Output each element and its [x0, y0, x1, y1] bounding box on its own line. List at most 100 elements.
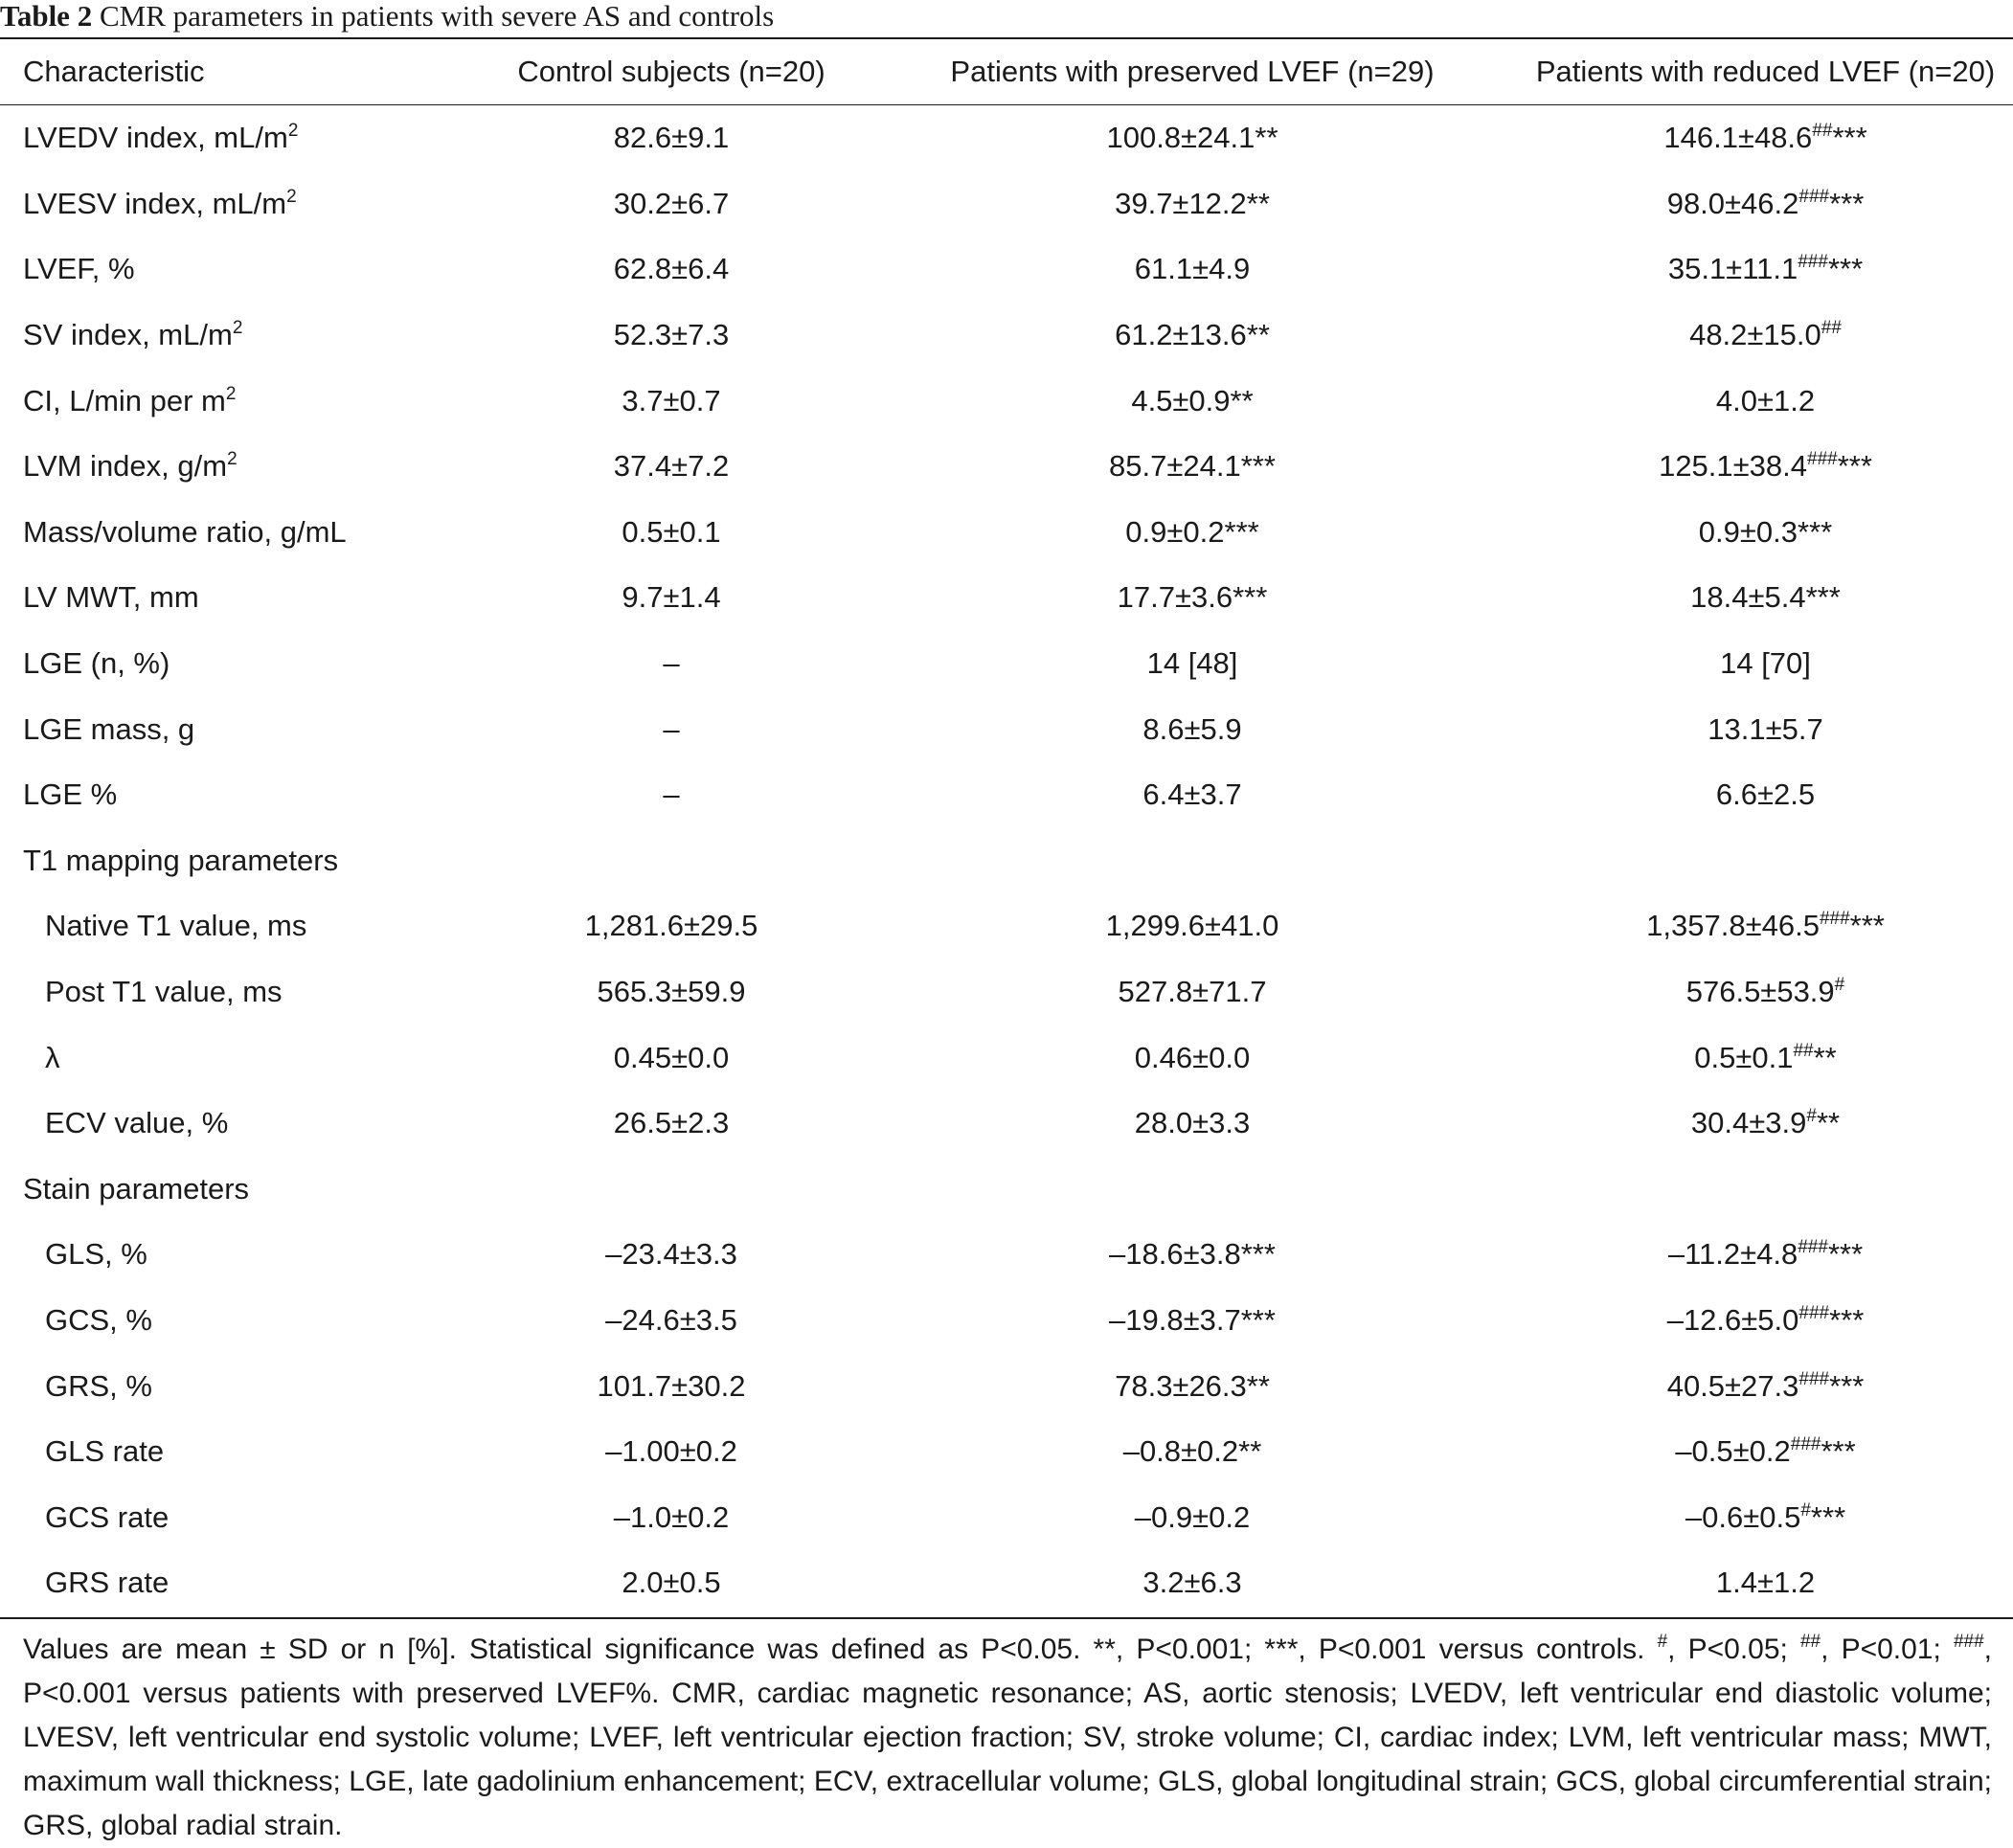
cell-value: 3.2±6.3 [1142, 1566, 1242, 1600]
significance-superscript: # [1834, 975, 1845, 996]
cell-value: – [663, 711, 680, 746]
control-value-cell: 0.45±0.0 [476, 1025, 867, 1091]
characteristic-label: LVESV index, mL/m [23, 186, 287, 220]
significance-superscript: # [1806, 1106, 1817, 1127]
cell-value: 17.7±3.6*** [1117, 580, 1268, 615]
significance-suffix: *** [1821, 1434, 1856, 1469]
footnote-text: , P<0.001 versus patients with preserved… [23, 1634, 1992, 1841]
preserved-lvef-value-cell: 39.7±12.2** [867, 171, 1518, 237]
characteristic-label: ECV value, % [45, 1106, 229, 1140]
reduced-lvef-value-cell: 0.5±0.1##** [1518, 1025, 2013, 1091]
column-header-control: Control subjects (n=20) [476, 39, 867, 105]
control-value-cell: –24.6±3.5 [476, 1288, 867, 1354]
table-header-row: Characteristic Control subjects (n=20) P… [0, 39, 2013, 105]
preserved-lvef-value-cell: –19.8±3.7*** [867, 1288, 1518, 1354]
preserved-lvef-value-cell: –0.8±0.2** [867, 1419, 1518, 1485]
characteristic-label: GLS, % [45, 1237, 147, 1272]
characteristic-cell: LGE (n, %) [0, 631, 476, 697]
reduced-lvef-value-cell [1518, 828, 2013, 894]
cell-value: –1.00±0.2 [605, 1434, 737, 1469]
reduced-lvef-value-cell: 4.0±1.2 [1518, 368, 2013, 434]
characteristic-cell: SV index, mL/m2 [0, 303, 476, 369]
control-value-cell: 62.8±6.4 [476, 237, 867, 303]
cell-value: 37.4±7.2 [613, 449, 730, 484]
characteristic-label: Native T1 value, ms [45, 909, 307, 943]
characteristic-label: LGE mass, g [23, 711, 195, 746]
cell-value: 78.3±26.3** [1115, 1368, 1270, 1403]
table-row: LGE % – 6.4±3.7 6.6±2.5 [0, 762, 2013, 828]
significance-superscript: # [1800, 1499, 1811, 1521]
cell-value: 14 [70] [1720, 646, 1811, 681]
control-value-cell: 101.7±30.2 [476, 1353, 867, 1419]
footnote-symbol: ### [1953, 1632, 1984, 1652]
cell-value: 0.46±0.0 [1134, 1040, 1251, 1074]
table-row: LGE mass, g – 8.6±5.9 13.1±5.7 [0, 696, 2013, 762]
cell-value: –0.9±0.2 [1134, 1499, 1251, 1534]
significance-superscript: ## [1793, 1040, 1814, 1061]
significance-superscript: ## [1821, 318, 1842, 339]
preserved-lvef-value-cell: 0.9±0.2*** [867, 500, 1518, 566]
preserved-lvef-value-cell: 527.8±71.7 [867, 959, 1518, 1025]
footnote-text: , P<0.01; [1821, 1634, 1954, 1665]
table-row: LVEDV index, mL/m2 82.6±9.1 100.8±24.1** 14… [0, 105, 2013, 171]
cell-value: 125.1±38.4 [1659, 449, 1808, 484]
table-row: LVESV index, mL/m2 30.2±6.7 39.7±12.2** 98.… [0, 171, 2013, 237]
cell-value: 527.8±71.7 [1118, 975, 1267, 1009]
table-row: Mass/volume ratio, g/mL 0.5±0.1 0.9±0.2***… [0, 500, 2013, 566]
reduced-lvef-value-cell: –0.5±0.2###*** [1518, 1419, 2013, 1485]
cell-value: –23.4±3.3 [605, 1237, 737, 1272]
table-row: ECV value, % 26.5±2.3 28.0±3.3 30.4±3.9#** [0, 1091, 2013, 1157]
preserved-lvef-value-cell: 8.6±5.9 [867, 696, 1518, 762]
footnote-text: Values are mean ± SD or n [%]. Statistic… [23, 1634, 1658, 1665]
cell-value: 30.2±6.7 [613, 186, 730, 220]
table-row: λ 0.45±0.0 0.46±0.0 0.5±0.1##** [0, 1025, 2013, 1091]
control-value-cell [476, 828, 867, 894]
reduced-lvef-value-cell: 18.4±5.4*** [1518, 565, 2013, 631]
characteristic-cell: LVEF, % [0, 237, 476, 303]
cell-value: 14 [48] [1146, 646, 1238, 681]
significance-suffix: *** [1832, 121, 1867, 155]
preserved-lvef-value-cell: 0.46±0.0 [867, 1025, 1518, 1091]
preserved-lvef-value-cell: 17.7±3.6*** [867, 565, 1518, 631]
preserved-lvef-value-cell: 14 [48] [867, 631, 1518, 697]
table-caption-text: CMR parameters in patients with severe A… [99, 0, 775, 33]
preserved-lvef-value-cell [867, 828, 1518, 894]
section-label-cell: Stain parameters [0, 1157, 476, 1223]
cell-value: 3.7±0.7 [622, 383, 721, 417]
cell-value: 100.8±24.1** [1106, 121, 1278, 155]
reduced-lvef-value-cell: –12.6±5.0###*** [1518, 1288, 2013, 1354]
cell-value: 26.5±2.3 [613, 1106, 730, 1140]
table-row: CI, L/min per m2 3.7±0.7 4.5±0.9** 4.0±1.2 [0, 368, 2013, 434]
characteristic-label: LVEF, % [23, 252, 135, 286]
control-value-cell: 2.0±0.5 [476, 1550, 867, 1616]
control-value-cell: 1,281.6±29.5 [476, 893, 867, 959]
control-value-cell: 26.5±2.3 [476, 1091, 867, 1157]
control-value-cell: – [476, 762, 867, 828]
characteristic-cell: CI, L/min per m2 [0, 368, 476, 434]
table-row: GRS, % 101.7±30.2 78.3±26.3** 40.5±27.3###*… [0, 1353, 2013, 1419]
cell-value: 28.0±3.3 [1134, 1106, 1251, 1140]
significance-suffix: *** [1829, 1302, 1865, 1337]
unit-superscript: 2 [286, 186, 297, 207]
cell-value: 40.5±27.3 [1666, 1368, 1799, 1403]
cell-value: 85.7±24.1*** [1109, 449, 1276, 484]
cell-value: –0.6±0.5 [1685, 1499, 1801, 1534]
characteristic-cell: GCS rate [0, 1484, 476, 1550]
section-label-cell: T1 mapping parameters [0, 828, 476, 894]
characteristic-cell: LVM index, g/m2 [0, 434, 476, 500]
characteristic-cell: LVEDV index, mL/m2 [0, 105, 476, 171]
preserved-lvef-value-cell: 78.3±26.3** [867, 1353, 1518, 1419]
cell-value: 48.2±15.0 [1689, 318, 1821, 352]
table-row: LVEF, % 62.8±6.4 61.1±4.9 35.1±11.1###*** [0, 237, 2013, 303]
reduced-lvef-value-cell: 1,357.8±46.5###*** [1518, 893, 2013, 959]
reduced-lvef-value-cell: –0.6±0.5#*** [1518, 1484, 2013, 1550]
cell-value: 0.9±0.3*** [1698, 514, 1833, 549]
reduced-lvef-value-cell: 13.1±5.7 [1518, 696, 2013, 762]
column-header-characteristic: Characteristic [0, 39, 476, 105]
reduced-lvef-value-cell: 576.5±53.9# [1518, 959, 2013, 1025]
characteristic-cell: LGE % [0, 762, 476, 828]
table-body: LVEDV index, mL/m2 82.6±9.1 100.8±24.1** 14… [0, 105, 2013, 1616]
characteristic-label: GCS rate [45, 1499, 170, 1534]
cell-value: 0.9±0.2*** [1125, 514, 1259, 549]
control-value-cell: 9.7±1.4 [476, 565, 867, 631]
